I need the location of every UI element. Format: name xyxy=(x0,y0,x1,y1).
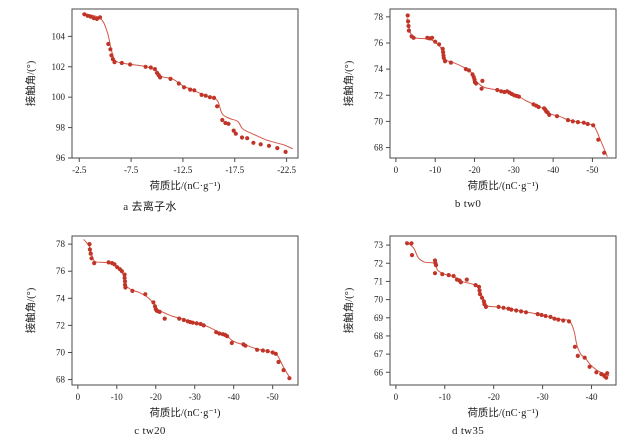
svg-text:104: 104 xyxy=(52,31,66,41)
svg-text:67: 67 xyxy=(374,349,384,359)
svg-text:-20: -20 xyxy=(488,392,500,402)
svg-text:72: 72 xyxy=(374,258,383,268)
svg-text:-50: -50 xyxy=(267,392,279,402)
svg-text:-20: -20 xyxy=(150,392,162,402)
svg-text:66: 66 xyxy=(374,367,384,377)
svg-text:73: 73 xyxy=(374,240,384,250)
chart-d-canvas: 0 -10 -20 -30 -40 66 67 68 69 70 71 72 73 荷质比/(nC·g⁻¹… xyxy=(342,235,617,419)
svg-text:-30: -30 xyxy=(508,165,520,175)
svg-text:-20: -20 xyxy=(469,165,481,175)
svg-text:70: 70 xyxy=(374,116,384,126)
svg-text:102: 102 xyxy=(52,62,66,72)
chart-panel-a: -2.5 -7.5 -12.5 -17.5 -22.5 96 98 100 102 104 荷质比/… xyxy=(0,0,318,221)
svg-text:荷质比/(nC·g⁻¹): 荷质比/(nC·g⁻¹) xyxy=(467,179,539,192)
svg-text:荷质比/(nC·g⁻¹): 荷质比/(nC·g⁻¹) xyxy=(467,406,539,419)
svg-text:接触角/(°): 接触角/(°) xyxy=(24,60,37,106)
svg-text:-17.5: -17.5 xyxy=(225,165,244,175)
svg-text:接触角/(°): 接触角/(°) xyxy=(24,287,37,333)
svg-text:-7.5: -7.5 xyxy=(124,165,139,175)
chart-panel-b: 0 -10 -20 -30 -40 -50 68 70 72 74 76 78 荷质比/(nC·g⁻¹)… xyxy=(318,0,637,221)
svg-text:78: 78 xyxy=(56,239,66,249)
svg-text:-30: -30 xyxy=(537,392,549,402)
svg-text:-10: -10 xyxy=(429,165,441,175)
svg-text:72: 72 xyxy=(56,320,65,330)
svg-text:68: 68 xyxy=(374,331,384,341)
svg-text:荷质比/(nC·g⁻¹): 荷质比/(nC·g⁻¹) xyxy=(149,179,221,192)
svg-text:96: 96 xyxy=(56,153,66,163)
svg-text:68: 68 xyxy=(374,143,384,153)
svg-text:69: 69 xyxy=(374,313,384,323)
svg-text:72: 72 xyxy=(374,90,383,100)
chart-caption-b: b tw0 xyxy=(454,198,482,210)
svg-text:-2.5: -2.5 xyxy=(72,165,87,175)
svg-text:-10: -10 xyxy=(439,392,451,402)
svg-text:接触角/(°): 接触角/(°) xyxy=(342,287,355,333)
svg-text:0: 0 xyxy=(394,165,399,175)
chart-panel-d: 0 -10 -20 -30 -40 66 67 68 69 70 71 72 73 荷质比/(nC·g⁻¹… xyxy=(318,221,637,443)
chart-c-canvas: 0 -10 -20 -30 -40 -50 68 70 72 74 76 78 荷质比/(nC·g⁻¹)… xyxy=(24,235,299,419)
svg-text:78: 78 xyxy=(374,12,384,22)
svg-text:74: 74 xyxy=(56,293,66,303)
svg-text:0: 0 xyxy=(76,392,81,402)
chart-a-canvas: -2.5 -7.5 -12.5 -17.5 -22.5 96 98 100 102 104 荷质比/… xyxy=(24,8,299,192)
chart-caption-a: a 去离子水 xyxy=(123,201,177,213)
svg-text:98: 98 xyxy=(56,123,66,133)
svg-text:-30: -30 xyxy=(189,392,201,402)
chart-caption-d: d tw35 xyxy=(451,425,485,437)
svg-text:荷质比/(nC·g⁻¹): 荷质比/(nC·g⁻¹) xyxy=(149,406,221,419)
svg-text:-10: -10 xyxy=(111,392,123,402)
svg-text:70: 70 xyxy=(56,347,66,357)
chart-b-canvas: 0 -10 -20 -30 -40 -50 68 70 72 74 76 78 荷质比/(nC·g⁻¹)… xyxy=(342,8,617,192)
svg-text:100: 100 xyxy=(52,92,66,102)
svg-text:-50: -50 xyxy=(586,165,598,175)
svg-text:-40: -40 xyxy=(547,165,559,175)
svg-text:70: 70 xyxy=(374,295,384,305)
svg-text:0: 0 xyxy=(394,392,399,402)
svg-text:71: 71 xyxy=(374,276,383,286)
svg-text:接触角/(°): 接触角/(°) xyxy=(342,60,355,106)
svg-text:-40: -40 xyxy=(586,392,598,402)
svg-text:76: 76 xyxy=(56,266,66,276)
svg-text:-22.5: -22.5 xyxy=(277,165,296,175)
svg-text:74: 74 xyxy=(374,64,384,74)
svg-text:68: 68 xyxy=(56,375,66,385)
svg-text:-40: -40 xyxy=(228,392,240,402)
svg-text:-12.5: -12.5 xyxy=(174,165,193,175)
svg-text:76: 76 xyxy=(374,38,384,48)
chart-caption-c: c tw20 xyxy=(134,425,166,437)
chart-panel-c: 0 -10 -20 -30 -40 -50 68 70 72 74 76 78 荷质比/(nC·g⁻¹)… xyxy=(0,221,318,443)
